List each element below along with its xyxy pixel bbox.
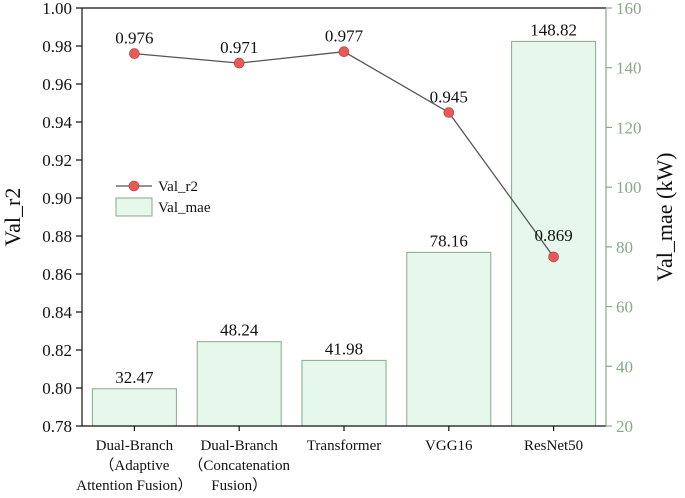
x-tick-label-4: ResNet50 (524, 438, 583, 454)
left-tick-label-8: 0.94 (42, 113, 72, 132)
val-r2-point-3 (443, 107, 455, 118)
labels-layer: 32.47 48.24 41.98 78.16 148.82 0.976 0.971 0.97… (115, 20, 577, 386)
line-label-1: 0.971 (220, 38, 258, 57)
right-tick-label-1: 40 (616, 357, 633, 376)
legend-label-val-mae: Val_mae (158, 200, 211, 216)
right-tick-label-6: 140 (616, 59, 642, 78)
y-axis-right-title: Val_mae (kW) (652, 153, 677, 282)
bar-label-2: 41.98 (325, 339, 363, 358)
left-tick-label-2: 0.82 (42, 341, 72, 360)
x-tick-label-line-3-0: VGG16 (425, 438, 473, 454)
right-tick-label-2: 60 (616, 298, 633, 317)
x-tick-label-line-0-0: Dual-Branch (96, 438, 174, 454)
bar-label-0: 32.47 (115, 368, 154, 387)
bar-0 (91, 388, 177, 427)
right-tick-label-4: 100 (616, 178, 642, 197)
val-r2-point-4 (548, 251, 559, 263)
line-label-2: 0.977 (325, 27, 364, 46)
left-tick-label-11: 1.00 (42, 0, 72, 18)
x-tick-label-line-0-1: （Adaptive (99, 457, 169, 474)
legend-label-val-r2: Val_r2 (158, 179, 198, 195)
right-tick-label-3: 80 (616, 238, 633, 257)
val-r2-point-2 (338, 46, 350, 58)
bar-4 (511, 40, 597, 427)
y-axis-title: Val_r2 (0, 188, 25, 247)
bar-2 (301, 359, 387, 427)
left-tick-label-5: 0.88 (42, 227, 72, 246)
val-r2-point-0 (129, 48, 140, 59)
x-tick-label-0: Dual-Branch （Adaptive Attention Fusion） (76, 438, 192, 494)
left-tick-label-0: 0.78 (42, 417, 72, 436)
x-tick-label-line-4-0: ResNet50 (524, 438, 583, 454)
bars-layer (91, 40, 597, 427)
val-r2-point-1 (233, 57, 245, 69)
left-tick-label-6: 0.90 (42, 189, 72, 208)
line-layer (129, 46, 559, 263)
line-label-0: 0.976 (115, 29, 153, 48)
left-tick-label-4: 0.86 (42, 265, 72, 284)
x-tick-label-line-2-0: Transformer (307, 438, 381, 454)
x-tick-label-line-1-0: Dual-Branch (200, 438, 278, 454)
right-tick-label-5: 120 (616, 118, 642, 137)
right-tick-label-7: 160 (616, 0, 642, 18)
legend: Val_r2 Val_mae (115, 179, 211, 217)
x-tick-label-line-1-2: Fusion） (211, 477, 267, 494)
x-tick-label-line-1-1: （Concatenation (188, 457, 290, 474)
val-r2-line (134, 51, 555, 258)
x-tick-label-line-0-2: Attention Fusion） (76, 477, 192, 494)
bar-label-3: 78.16 (430, 231, 468, 250)
left-tick-label-1: 0.80 (42, 379, 72, 398)
bar-label-4: 148.82 (530, 20, 577, 39)
right-tick-label-0: 20 (616, 417, 633, 436)
bar-1 (196, 341, 282, 427)
line-label-3: 0.945 (430, 88, 468, 107)
legend-bar-swatch (115, 197, 153, 217)
x-tick-label-2: Transformer (307, 438, 381, 454)
left-tick-label-7: 0.92 (42, 151, 72, 170)
left-tick-label-9: 0.96 (42, 75, 72, 94)
x-tick-label-3: VGG16 (425, 438, 473, 454)
line-label-4: 0.869 (534, 226, 572, 245)
legend-line-marker (128, 180, 140, 192)
left-tick-label-10: 0.98 (42, 37, 72, 56)
left-tick-label-3: 0.84 (42, 303, 72, 322)
bar-label-1: 48.24 (220, 321, 259, 340)
bar-3 (406, 251, 492, 427)
x-tick-label-1: Dual-Branch （Concatenation Fusion） (188, 438, 290, 494)
